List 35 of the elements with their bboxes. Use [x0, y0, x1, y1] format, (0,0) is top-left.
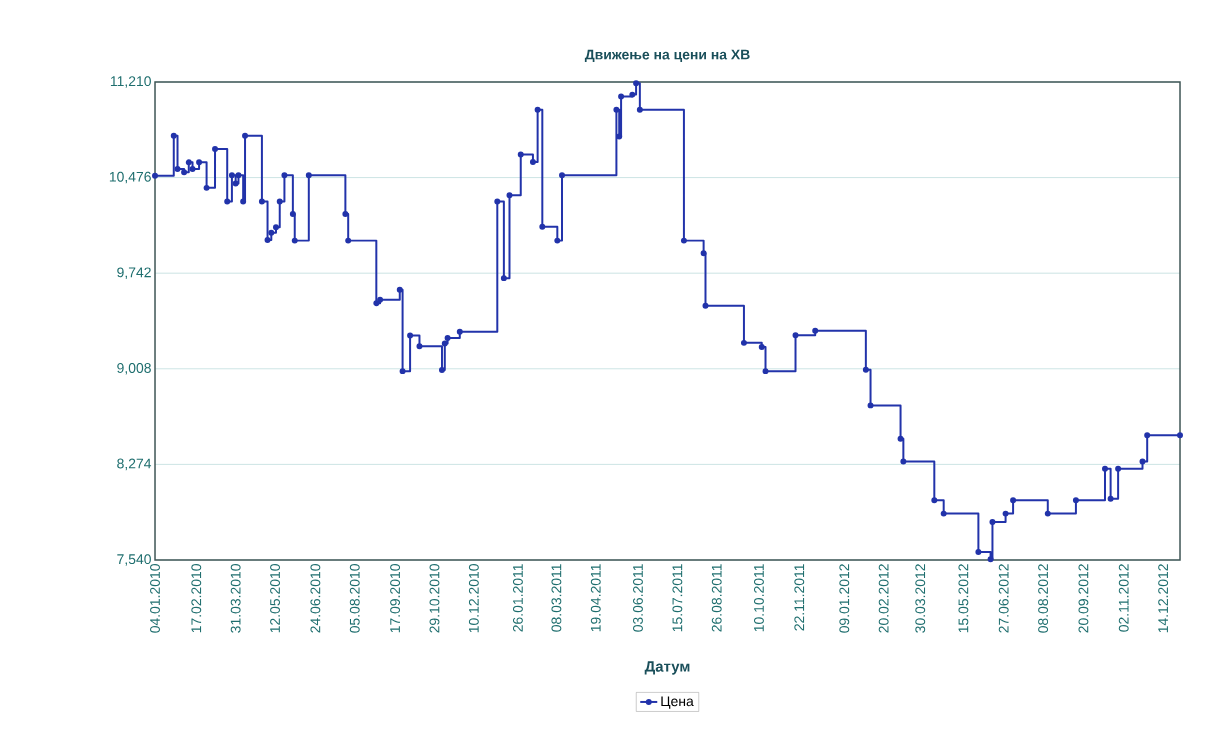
y-tick-label: 11,210: [110, 76, 151, 88]
x-tick-label: 22.11.2011: [794, 564, 805, 631]
x-tick-label: 02.11.2012: [1118, 564, 1129, 632]
x-tick-label: 08.08.2012: [1038, 564, 1049, 633]
y-tick-label: 7,540: [117, 554, 151, 566]
x-tick-label: 14.12.2012: [1158, 564, 1169, 633]
x-tick-label: 04.01.2010: [150, 564, 160, 633]
x-tick-label: 15.05.2012: [958, 564, 969, 633]
x-tick-label: 30.03.2012: [915, 564, 926, 633]
x-tick-label: 20.02.2012: [878, 564, 889, 633]
x-tick-label: 10.12.2010: [468, 564, 479, 633]
x-tick-label: 17.02.2010: [191, 564, 202, 633]
x-tick-label: 12.05.2010: [270, 564, 280, 633]
x-tick-label: 24.06.2010: [310, 564, 321, 633]
x-tick-label: 05.08.2010: [349, 564, 360, 633]
y-tick-label: 9,008: [117, 363, 151, 375]
x-tick-label: 26.01.2011: [512, 564, 523, 632]
x-tick-label: 31.03.2010: [230, 564, 241, 633]
x-tick-label: 26.08.2011: [711, 564, 722, 632]
x-tick-label: 20.09.2012: [1078, 564, 1089, 633]
x-tick-label: 09.01.2012: [839, 564, 850, 633]
x-tick-label: 08.03.2011: [551, 564, 562, 632]
y-tick-label: 10,476: [109, 171, 151, 184]
y-tick-label: 9,742: [117, 267, 151, 279]
x-tick-label: 17.09.2010: [390, 564, 401, 633]
legend-label: Цена: [661, 696, 694, 709]
x-tick-label: 15.07.2011: [672, 564, 683, 632]
x-tick-label: 27.06.2012: [998, 564, 1009, 633]
x-tick-label: 19.04.2011: [590, 564, 601, 632]
x-axis-title: Датум: [644, 661, 690, 675]
x-tick-label: 29.10.2010: [429, 564, 440, 633]
x-tick-label: 03.06.2011: [633, 564, 643, 632]
y-tick-label: 8,274: [117, 458, 152, 471]
chart-title: Движење на цени на ХВ: [584, 49, 750, 63]
x-tick-label: 10.10.2011: [754, 564, 764, 632]
